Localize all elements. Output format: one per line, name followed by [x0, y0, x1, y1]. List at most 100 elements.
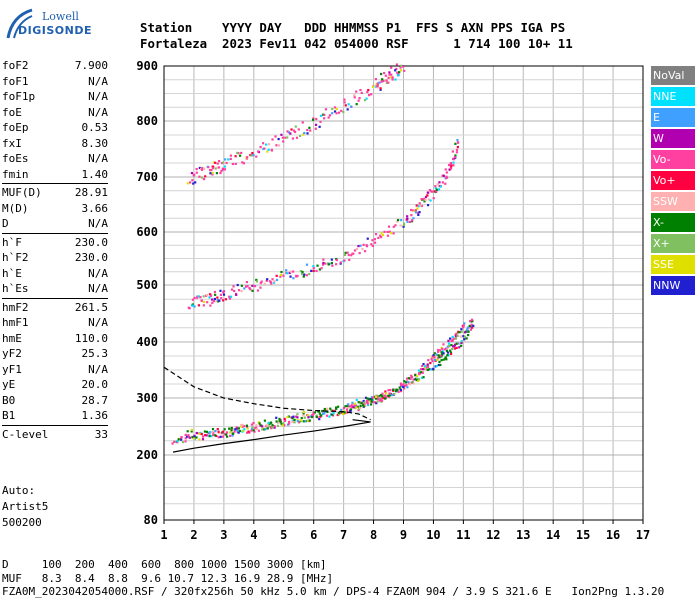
trace-point	[256, 428, 259, 431]
param-value: N/A	[88, 282, 108, 295]
trace-point	[365, 399, 368, 403]
trace-point	[447, 342, 451, 345]
trace-point	[347, 403, 350, 406]
trace-point	[450, 165, 453, 168]
trace-point	[465, 337, 468, 340]
trace-point	[416, 207, 419, 210]
trace-point	[431, 190, 434, 193]
trace-point	[389, 231, 393, 235]
trace-point	[324, 262, 327, 265]
trace-point	[295, 275, 298, 278]
trace-point	[318, 268, 321, 271]
trace-point	[302, 133, 305, 136]
trace-point	[348, 258, 351, 262]
trace-point	[349, 408, 353, 411]
param-value: 3.66	[81, 201, 109, 215]
trace-point	[327, 263, 330, 266]
trace-point	[302, 275, 305, 278]
trace-point	[271, 426, 274, 429]
trace-point	[303, 273, 306, 276]
trace-point	[312, 266, 315, 270]
trace-point	[423, 200, 426, 203]
trace-point	[390, 66, 393, 69]
param-value: 25.3	[81, 347, 109, 360]
trace-point	[315, 414, 318, 417]
trace-point	[301, 121, 304, 124]
trace-point	[342, 412, 345, 416]
trace-point	[448, 168, 451, 171]
trace-point	[269, 421, 273, 424]
x-tick-label: 6	[310, 528, 317, 542]
trace-point	[426, 365, 430, 368]
trace-point	[353, 402, 357, 405]
trace-point	[408, 383, 411, 386]
trace-point	[282, 274, 285, 277]
trace-point	[468, 320, 472, 323]
y-tick-label: 400	[136, 335, 158, 349]
trace-point	[222, 293, 226, 296]
trace-point	[303, 416, 306, 419]
trace-point	[357, 401, 360, 404]
trace-point	[363, 250, 367, 253]
trace-point	[440, 351, 443, 354]
trace-point	[346, 108, 349, 111]
trace-point	[270, 282, 273, 285]
trace-point	[263, 282, 266, 286]
trace-point	[344, 405, 347, 408]
trace-point	[423, 367, 426, 371]
trace-point	[210, 168, 213, 172]
trace-point	[420, 197, 423, 201]
trace-point	[438, 181, 441, 184]
trace-point	[277, 137, 280, 141]
trace-point	[438, 356, 441, 359]
legend-item-nnw: NNW	[651, 276, 695, 295]
x-tick-label: 9	[400, 528, 407, 542]
artist-label: Artist5	[2, 500, 49, 513]
trace-point	[250, 154, 253, 157]
trace-point	[321, 263, 325, 266]
trace-point	[403, 384, 406, 388]
trace-point	[441, 350, 444, 353]
trace-point	[438, 360, 441, 364]
trace-point	[399, 66, 402, 69]
trace-point	[280, 273, 283, 277]
trace-point	[211, 298, 214, 301]
trace-point	[446, 351, 450, 354]
trace-point	[328, 415, 331, 418]
trace-point	[417, 369, 421, 372]
trace-point	[240, 425, 243, 428]
trace-point	[319, 120, 322, 123]
trace-point	[355, 90, 358, 93]
trace-point	[218, 299, 221, 302]
trace-point	[217, 431, 220, 435]
trace-point	[451, 339, 454, 343]
trace-point	[395, 388, 399, 392]
trace-point	[187, 306, 190, 309]
trace-point	[299, 419, 302, 422]
param-separator	[2, 297, 108, 299]
trace-point	[267, 148, 270, 151]
trace-point	[202, 304, 205, 307]
trace-point	[353, 94, 356, 97]
trace-point	[460, 341, 463, 345]
trace-point	[405, 377, 409, 380]
trace-point	[403, 387, 406, 390]
trace-point	[236, 151, 239, 155]
trace-point	[370, 396, 374, 399]
trace-point	[402, 385, 405, 389]
trace-point	[379, 397, 383, 400]
trace-point	[417, 205, 421, 208]
trace-point	[235, 426, 238, 429]
trace-point	[387, 394, 390, 397]
trace-point	[260, 280, 263, 283]
trace-point	[184, 437, 187, 440]
trace-point	[285, 269, 288, 272]
trace-point	[453, 337, 456, 340]
param-row: MUF(D) 28.91	[2, 185, 108, 201]
trace-point	[405, 384, 408, 387]
param-value: 28.7	[81, 393, 109, 407]
x-tick-label: 12	[486, 528, 500, 542]
trace-point	[350, 105, 353, 108]
trace-point	[342, 110, 345, 114]
trace-point	[387, 225, 391, 228]
